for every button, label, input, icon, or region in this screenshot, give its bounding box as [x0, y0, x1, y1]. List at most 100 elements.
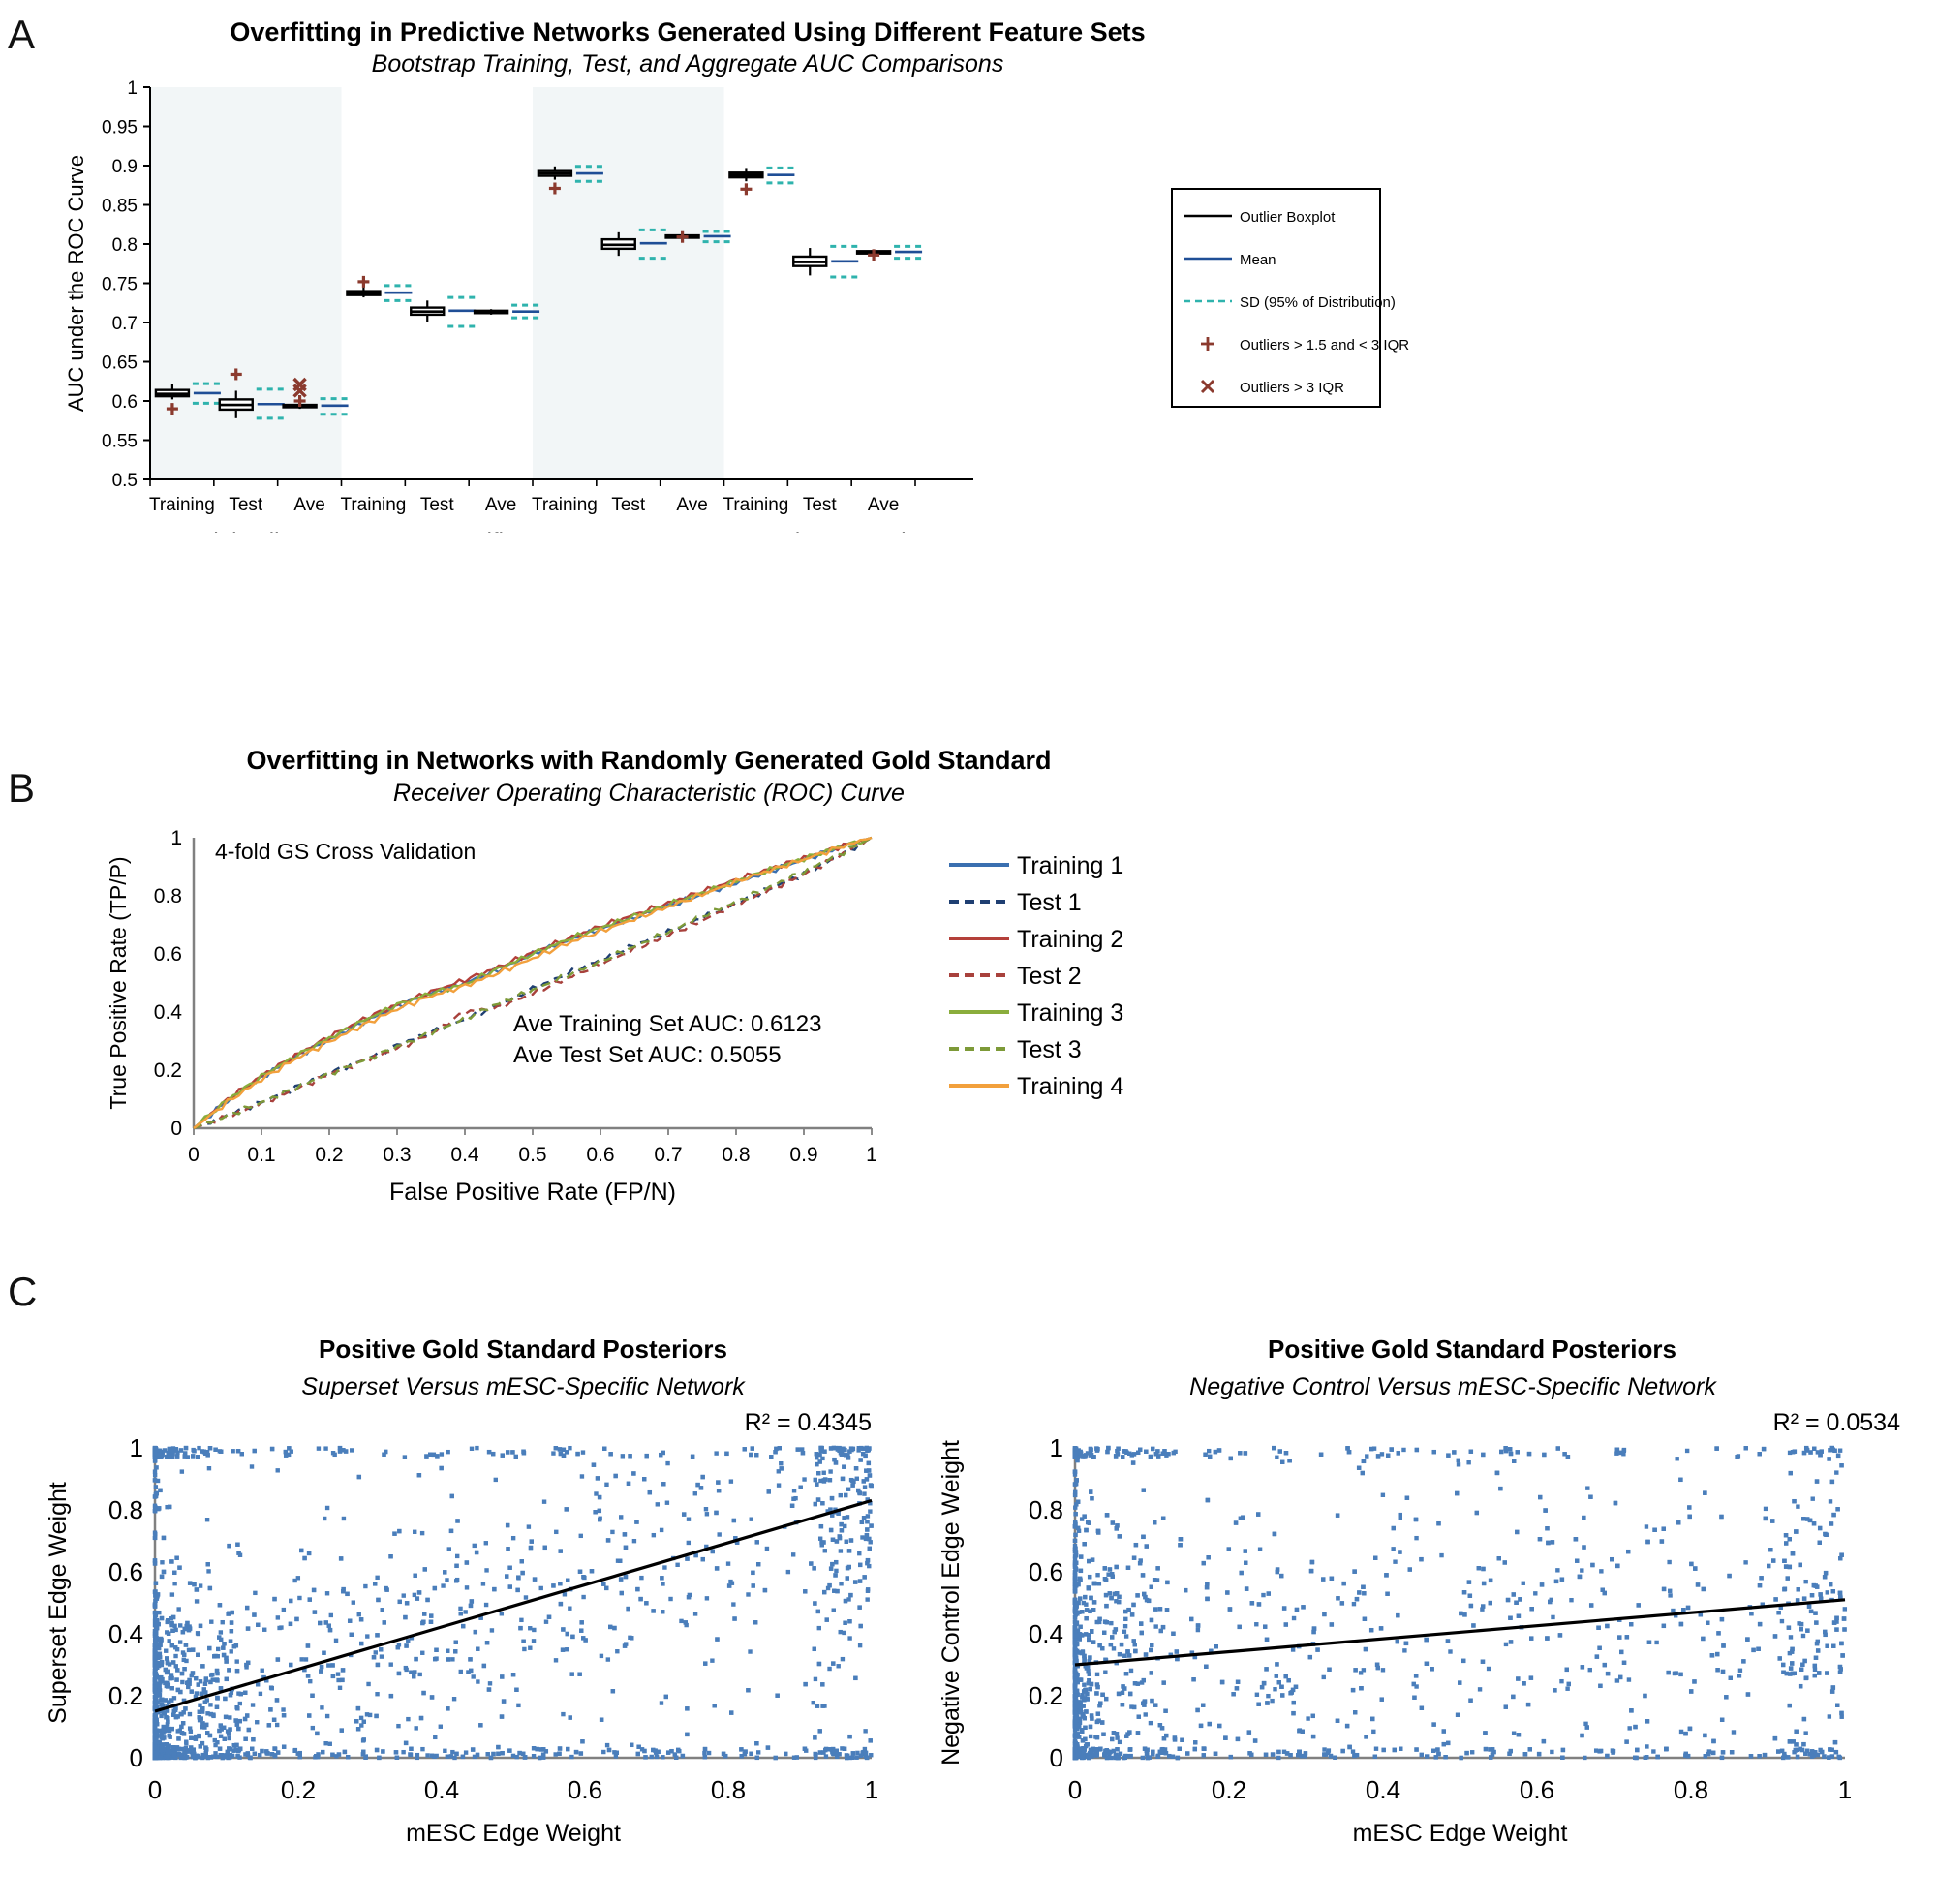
scatter-point — [381, 1749, 385, 1754]
scatter-point — [1678, 1729, 1684, 1735]
scatter-point — [1837, 1448, 1843, 1453]
scatter-point — [1076, 1528, 1082, 1533]
scatter-point — [414, 1726, 418, 1731]
scatter-point — [180, 1721, 186, 1726]
scatter-point — [203, 1750, 208, 1755]
scatter-point — [528, 1645, 533, 1650]
scatter-point — [659, 1527, 664, 1533]
panel-a-legend-label: Outlier Boxplot — [1240, 209, 1336, 226]
scatter-point — [1079, 1517, 1085, 1521]
panel-a-x-tick-label: Training — [149, 495, 215, 515]
scatter-point — [865, 1560, 870, 1566]
scatter-point — [844, 1539, 848, 1544]
scatter-point — [862, 1575, 867, 1580]
scatter-x-tick-label: 1 — [865, 1775, 878, 1804]
scatter-point — [219, 1637, 224, 1643]
scatter-point — [207, 1645, 212, 1651]
scatter-point — [169, 1675, 174, 1681]
scatter-point — [221, 1725, 227, 1730]
panel-b-x-tick-label: 0.5 — [518, 1144, 546, 1166]
scatter-point — [257, 1752, 262, 1758]
scatter-point — [843, 1620, 847, 1625]
scatter-y-tick-label: 0.4 — [1029, 1619, 1063, 1648]
scatter-point — [154, 1617, 160, 1623]
scatter-point — [161, 1728, 167, 1733]
scatter-point — [158, 1643, 163, 1647]
scatter-point — [326, 1623, 331, 1628]
scatter-point — [683, 1620, 688, 1625]
scatter-point — [496, 1744, 501, 1750]
scatter-point — [1760, 1602, 1765, 1607]
scatter-point — [754, 1755, 759, 1761]
scatter-point — [1306, 1716, 1310, 1721]
scatter-point — [1138, 1558, 1143, 1563]
scatter-point — [594, 1491, 599, 1496]
scatter-point — [203, 1754, 208, 1759]
scatter-point — [1261, 1592, 1266, 1598]
scatter-point — [568, 1715, 572, 1720]
scatter-point — [224, 1655, 229, 1661]
scatter-point — [191, 1647, 196, 1652]
scatter-point — [373, 1650, 378, 1655]
scatter-point — [361, 1749, 366, 1755]
scatter-point — [161, 1724, 166, 1730]
scatter-point — [323, 1516, 327, 1521]
scatter-point — [229, 1620, 234, 1625]
scatter-point — [848, 1592, 853, 1598]
panel-a-x-tick-label: Training — [532, 495, 598, 515]
scatter-point — [619, 1515, 624, 1520]
scatter-point — [157, 1684, 162, 1689]
scatter-point — [209, 1619, 214, 1624]
scatter-point — [867, 1536, 872, 1542]
scatter-point — [1803, 1731, 1808, 1735]
scatter-point — [818, 1448, 823, 1454]
scatter-point — [299, 1548, 304, 1553]
scatter-point — [260, 1748, 264, 1754]
scatter-point — [610, 1689, 616, 1694]
scatter-point — [815, 1461, 819, 1467]
scatter-point — [413, 1670, 417, 1674]
scatter-point — [340, 1668, 346, 1673]
panel-a-y-tick-label: 0.75 — [102, 275, 138, 295]
scatter-point — [1373, 1746, 1379, 1751]
scatter-point — [575, 1451, 580, 1457]
scatter-point — [404, 1667, 409, 1673]
scatter-point — [1456, 1462, 1461, 1467]
scatter-point — [228, 1639, 233, 1643]
scatter-point — [245, 1751, 250, 1756]
panel-a-subtitle: Bootstrap Training, Test, and Aggregate … — [371, 50, 1004, 77]
scatter-point — [182, 1652, 187, 1657]
scatter-point — [773, 1450, 778, 1455]
scatter-point — [318, 1620, 323, 1626]
scatter-point — [686, 1540, 692, 1546]
scatter-point — [815, 1455, 819, 1460]
scatter-point — [626, 1481, 631, 1486]
scatter-point — [375, 1575, 380, 1581]
scatter-point — [604, 1585, 609, 1591]
scatter-point — [636, 1744, 641, 1749]
scatter-point — [358, 1617, 364, 1622]
scatter-point — [196, 1652, 200, 1658]
scatter-point — [235, 1754, 240, 1759]
scatter-point — [850, 1751, 856, 1756]
panel-a-x-tick-label: Training — [340, 495, 406, 515]
scatter-point — [303, 1657, 309, 1662]
scatter-point — [450, 1657, 455, 1662]
scatter-point — [813, 1751, 817, 1757]
scatter-point — [319, 1664, 324, 1670]
panel-a-x-tick-label: Test — [229, 495, 263, 515]
scatter-point — [774, 1446, 779, 1452]
scatter-point — [565, 1647, 569, 1652]
scatter-point — [715, 1637, 720, 1642]
scatter-point — [777, 1446, 782, 1451]
scatter-point — [375, 1662, 381, 1668]
scatter-point — [153, 1638, 158, 1643]
scatter-point — [472, 1543, 477, 1549]
scatter-point — [868, 1509, 873, 1514]
scatter-point — [532, 1577, 538, 1582]
scatter-point — [862, 1485, 868, 1489]
scatter-point — [158, 1488, 163, 1493]
scatter-point — [858, 1458, 863, 1462]
scatter-point — [702, 1750, 707, 1756]
scatter-point — [1645, 1744, 1649, 1749]
